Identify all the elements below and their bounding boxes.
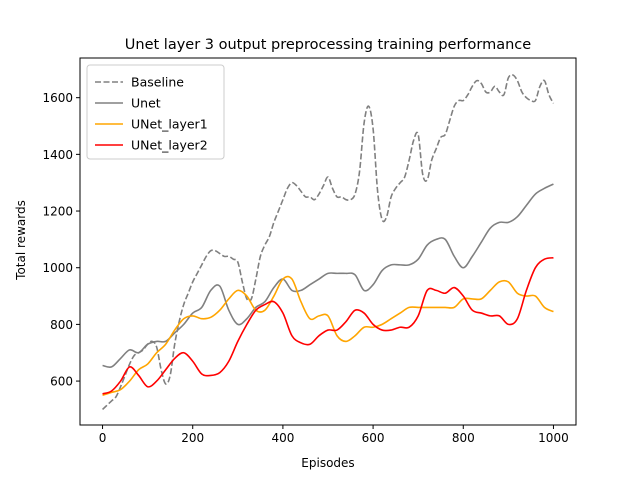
legend: Baseline Unet UNet_layer1 UNet_layer2 bbox=[86, 64, 225, 160]
legend-entry-label: Baseline bbox=[131, 75, 184, 90]
chart-title: Unet layer 3 output preprocessing traini… bbox=[125, 37, 532, 53]
legend-entry-label: UNet_layer1 bbox=[131, 117, 208, 132]
y-tick-label: 600 bbox=[50, 375, 73, 389]
x-axis-label: Episodes bbox=[301, 456, 354, 470]
series-line-unet-layer2 bbox=[102, 257, 554, 395]
series-layer bbox=[102, 73, 555, 410]
legend-entry-label: Unet bbox=[131, 96, 161, 111]
legend-box bbox=[86, 64, 225, 160]
y-tick-label: 1000 bbox=[42, 261, 73, 275]
x-tick-label: 0 bbox=[99, 431, 107, 445]
y-tick-label: 1200 bbox=[42, 205, 73, 219]
series-line-unet bbox=[102, 183, 554, 369]
series-line-baseline bbox=[102, 73, 555, 410]
x-tick-label: 400 bbox=[271, 431, 294, 445]
x-tick-label: 600 bbox=[362, 431, 385, 445]
y-tick-label: 1400 bbox=[42, 148, 73, 162]
y-axis-label: Total rewards bbox=[14, 200, 28, 281]
x-tick-label: 200 bbox=[181, 431, 204, 445]
x-tick-label: 1000 bbox=[538, 431, 569, 445]
legend-entry-label: UNet_layer2 bbox=[131, 138, 208, 153]
x-tick-label: 800 bbox=[452, 431, 475, 445]
y-tick-label: 800 bbox=[50, 318, 73, 332]
y-tick-label: 1600 bbox=[42, 91, 73, 105]
axes-layer: 0 200 400 600 800 1000 600 800 1000 1200 1400 1600 bbox=[42, 57, 577, 445]
series-line-unet-layer1 bbox=[102, 275, 554, 397]
axes-frame bbox=[79, 57, 577, 426]
